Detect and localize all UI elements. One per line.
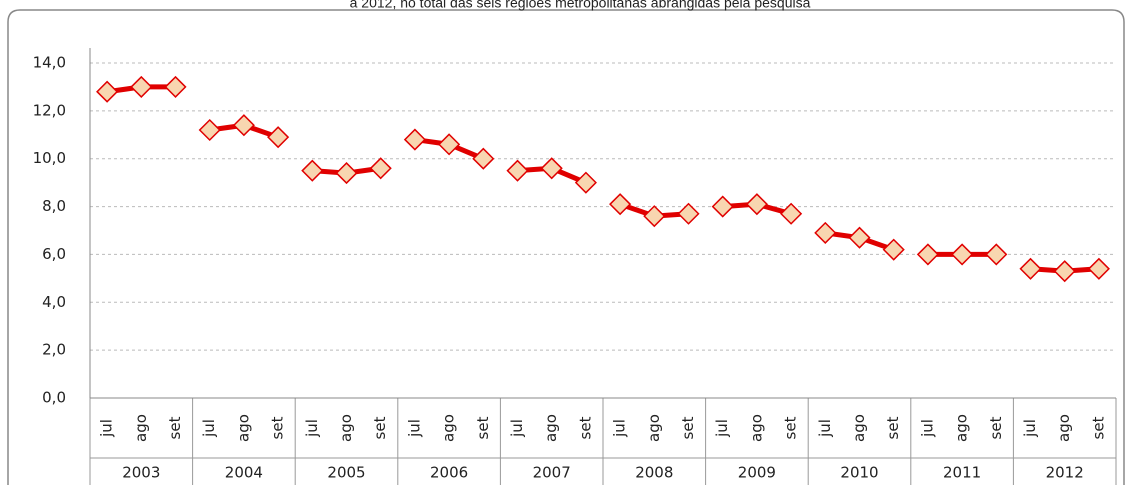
x-tick-label: jul	[405, 419, 423, 438]
year-label: 2009	[738, 464, 776, 482]
year-label: 2010	[840, 464, 878, 482]
marker	[985, 243, 1008, 266]
marker	[369, 157, 392, 180]
marker	[1087, 257, 1110, 280]
year-label: 2006	[430, 464, 468, 482]
x-tick-label: ago	[234, 414, 252, 442]
marker	[677, 202, 700, 225]
x-tick-label: ago	[337, 414, 355, 442]
marker	[472, 147, 495, 170]
x-tick-label: jul	[611, 419, 629, 438]
year-label: 2008	[635, 464, 673, 482]
marker	[1053, 260, 1076, 283]
x-tick-label: ago	[132, 414, 150, 442]
marker	[745, 193, 768, 216]
x-tick-label: ago	[645, 414, 663, 442]
y-tick-label: 0,0	[42, 389, 66, 407]
x-tick-label: ago	[542, 414, 560, 442]
chart-frame	[7, 9, 1125, 485]
marker	[882, 238, 905, 261]
marker	[1019, 257, 1042, 280]
marker	[540, 157, 563, 180]
x-tick-label: jul	[98, 419, 116, 438]
year-label: 2003	[122, 464, 160, 482]
marker	[164, 75, 187, 98]
marker	[609, 193, 632, 216]
x-tick-label: set	[679, 416, 697, 439]
marker	[814, 221, 837, 244]
x-tick-label: ago	[1055, 414, 1073, 442]
marker	[438, 133, 461, 156]
y-tick-label: 12,0	[33, 101, 66, 119]
marker	[574, 171, 597, 194]
x-tick-label: set	[371, 416, 389, 439]
year-label: 2004	[225, 464, 263, 482]
x-tick-label: jul	[816, 419, 834, 438]
x-tick-label: ago	[440, 414, 458, 442]
year-label: 2012	[1046, 464, 1084, 482]
year-label: 2005	[327, 464, 365, 482]
marker	[711, 195, 734, 218]
x-tick-label: ago	[953, 414, 971, 442]
year-label: 2007	[533, 464, 571, 482]
marker	[267, 126, 290, 149]
marker	[198, 118, 221, 142]
marker	[643, 205, 666, 228]
x-tick-label: set	[987, 416, 1005, 439]
x-tick-label: set	[166, 416, 184, 439]
chart-title: a 2012, no total das seis regiões metrop…	[350, 0, 811, 11]
marker	[848, 226, 871, 249]
marker	[951, 243, 974, 266]
x-tick-label: jul	[918, 419, 936, 438]
x-tick-label: ago	[747, 414, 765, 442]
x-tick-label: set	[576, 416, 594, 439]
marker	[96, 80, 119, 103]
marker	[916, 243, 939, 266]
x-tick-label: ago	[850, 414, 868, 442]
year-label: 2011	[943, 464, 981, 482]
marker	[301, 159, 324, 182]
x-tick-label: jul	[508, 419, 526, 438]
marker	[130, 75, 153, 98]
x-tick-label: jul	[303, 419, 321, 438]
marker	[506, 159, 529, 182]
y-tick-label: 10,0	[33, 149, 66, 167]
y-tick-label: 8,0	[42, 197, 66, 215]
y-tick-label: 6,0	[42, 245, 66, 263]
x-tick-label: jul	[200, 419, 218, 438]
x-tick-label: set	[884, 416, 902, 439]
x-tick-label: set	[1089, 416, 1107, 439]
x-tick-label: set	[269, 416, 287, 439]
marker	[335, 162, 358, 185]
x-tick-label: set	[474, 416, 492, 439]
marker	[780, 202, 803, 225]
y-tick-label: 4,0	[42, 293, 66, 311]
y-tick-label: 14,0	[33, 54, 66, 72]
x-tick-label: jul	[713, 419, 731, 438]
marker	[403, 128, 426, 151]
y-tick-label: 2,0	[42, 341, 66, 359]
marker	[232, 114, 255, 137]
x-tick-label: jul	[1021, 419, 1039, 438]
x-tick-label: set	[782, 416, 800, 439]
